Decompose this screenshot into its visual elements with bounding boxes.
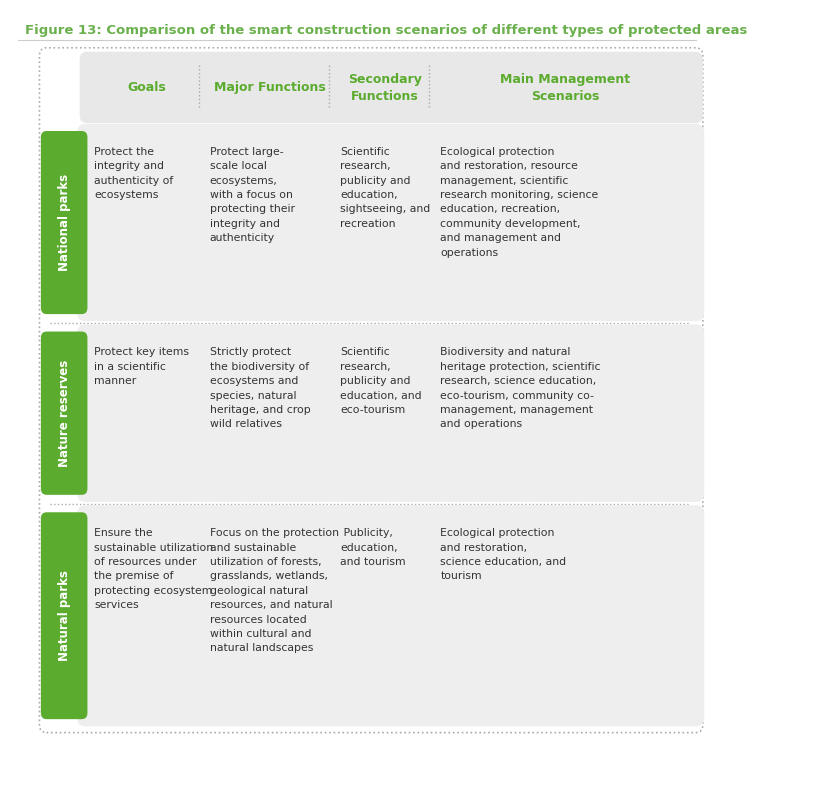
Text: Protect key items
in a scientific
manner: Protect key items in a scientific manner [94, 348, 189, 386]
FancyBboxPatch shape [77, 324, 704, 502]
Text: Secondary
Functions: Secondary Functions [347, 73, 421, 103]
Text: Goals: Goals [127, 81, 165, 95]
Text: Major Functions: Major Functions [213, 81, 325, 95]
Text: Protect the
integrity and
authenticity of
ecosystems: Protect the integrity and authenticity o… [94, 147, 174, 200]
FancyBboxPatch shape [77, 505, 704, 727]
Text: Scientific
research,
publicity and
education,
sightseeing, and
recreation: Scientific research, publicity and educa… [340, 147, 430, 229]
Text: Biodiversity and natural
heritage protection, scientific
research, science educa: Biodiversity and natural heritage protec… [440, 348, 600, 429]
FancyBboxPatch shape [79, 52, 702, 123]
FancyBboxPatch shape [41, 513, 88, 719]
Text: Protect large-
scale local
ecosystems,
with a focus on
protecting their
integrit: Protect large- scale local ecosystems, w… [210, 147, 295, 244]
Text: National parks: National parks [57, 174, 70, 271]
Text: Natural parks: Natural parks [57, 570, 70, 661]
Text: Publicity,
education,
and tourism: Publicity, education, and tourism [340, 528, 405, 567]
Text: Strictly protect
the biodiversity of
ecosystems and
species, natural
heritage, a: Strictly protect the biodiversity of eco… [210, 348, 310, 429]
Text: Figure 13: Comparison of the smart construction scenarios of different types of : Figure 13: Comparison of the smart const… [25, 24, 747, 37]
Text: Ensure the
sustainable utilization
of resources under
the premise of
protecting : Ensure the sustainable utilization of re… [94, 528, 214, 610]
Text: Focus on the protection
and sustainable
utilization of forests,
grasslands, wetl: Focus on the protection and sustainable … [210, 528, 338, 654]
FancyBboxPatch shape [41, 131, 88, 314]
FancyBboxPatch shape [41, 332, 88, 495]
Text: Main Management
Scenarios: Main Management Scenarios [500, 73, 630, 103]
Text: Nature reserves: Nature reserves [57, 360, 70, 467]
Text: Scientific
research,
publicity and
education, and
eco-tourism: Scientific research, publicity and educa… [340, 348, 422, 415]
Text: Ecological protection
and restoration,
science education, and
tourism: Ecological protection and restoration, s… [440, 528, 566, 582]
FancyBboxPatch shape [77, 124, 704, 321]
Text: Ecological protection
and restoration, resource
management, scientific
research : Ecological protection and restoration, r… [440, 147, 598, 258]
